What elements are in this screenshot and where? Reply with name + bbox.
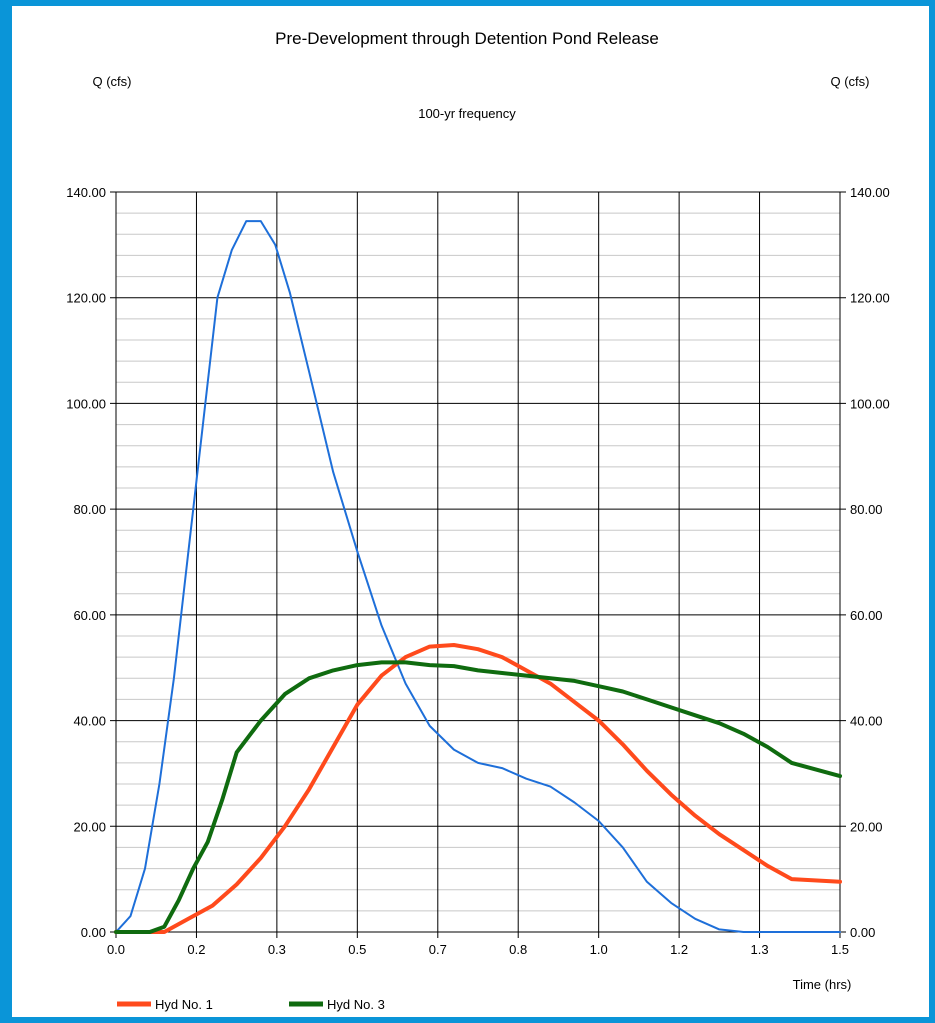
y-tick-label-left: 120.00 (66, 291, 106, 306)
chart-title: Pre-Development through Detention Pond R… (275, 29, 659, 48)
y-tick-label-right: 60.00 (850, 608, 883, 623)
series-lines (114, 220, 842, 934)
x-tick-label: 0.7 (429, 942, 447, 957)
y-tick-label-left: 140.00 (66, 185, 106, 200)
x-tick-label: 1.3 (751, 942, 769, 957)
x-tick-label: 1.0 (590, 942, 608, 957)
legend-label: Hyd No. 1 (155, 997, 213, 1012)
series-line-2 (114, 643, 842, 934)
y-tick-label-left: 60.00 (73, 608, 106, 623)
y-tick-label-right: 80.00 (850, 502, 883, 517)
x-tick-label: 1.2 (670, 942, 688, 957)
y-tick-label-right: 140.00 (850, 185, 890, 200)
series-line-3 (114, 660, 842, 934)
legend: Hyd No. 1 Hyd No. 3 (117, 997, 385, 1012)
x-tick-label: 0.8 (509, 942, 527, 957)
tick-labels: 0.00 0.00 20.00 20.00 40.00 40.00 60.00 60.00 80… (66, 185, 890, 957)
x-tick-label: 1.5 (831, 942, 849, 957)
series-line-1 (115, 220, 841, 933)
y-tick-label-right: 40.00 (850, 714, 883, 729)
y-tick-label-right: 0.00 (850, 925, 875, 940)
major-gridlines (110, 191, 846, 938)
y-tick-label-left: 0.00 (81, 925, 106, 940)
right-axis-label: Q (cfs) (831, 74, 870, 89)
x-tick-label: 0.0 (107, 942, 125, 957)
y-tick-label-right: 120.00 (850, 291, 890, 306)
minor-gridlines (116, 212, 840, 912)
x-tick-label: 0.5 (348, 942, 366, 957)
y-tick-label-left: 100.00 (66, 396, 106, 411)
x-tick-label: 0.2 (187, 942, 205, 957)
y-tick-label-left: 80.00 (73, 502, 106, 517)
x-tick-label: 0.3 (268, 942, 286, 957)
x-axis-label: Time (hrs) (793, 977, 852, 992)
hydrograph-chart: Pre-Development through Detention Pond R… (66, 29, 890, 1012)
y-tick-label-left: 20.00 (73, 819, 106, 834)
y-tick-label-right: 20.00 (850, 819, 883, 834)
chart-panel: Pre-Development through Detention Pond R… (12, 6, 929, 1017)
y-tick-label-left: 40.00 (73, 714, 106, 729)
legend-label: Hyd No. 3 (327, 997, 385, 1012)
left-axis-label: Q (cfs) (93, 74, 132, 89)
y-tick-label-right: 100.00 (850, 396, 890, 411)
chart-subtitle: 100-yr frequency (418, 106, 516, 121)
